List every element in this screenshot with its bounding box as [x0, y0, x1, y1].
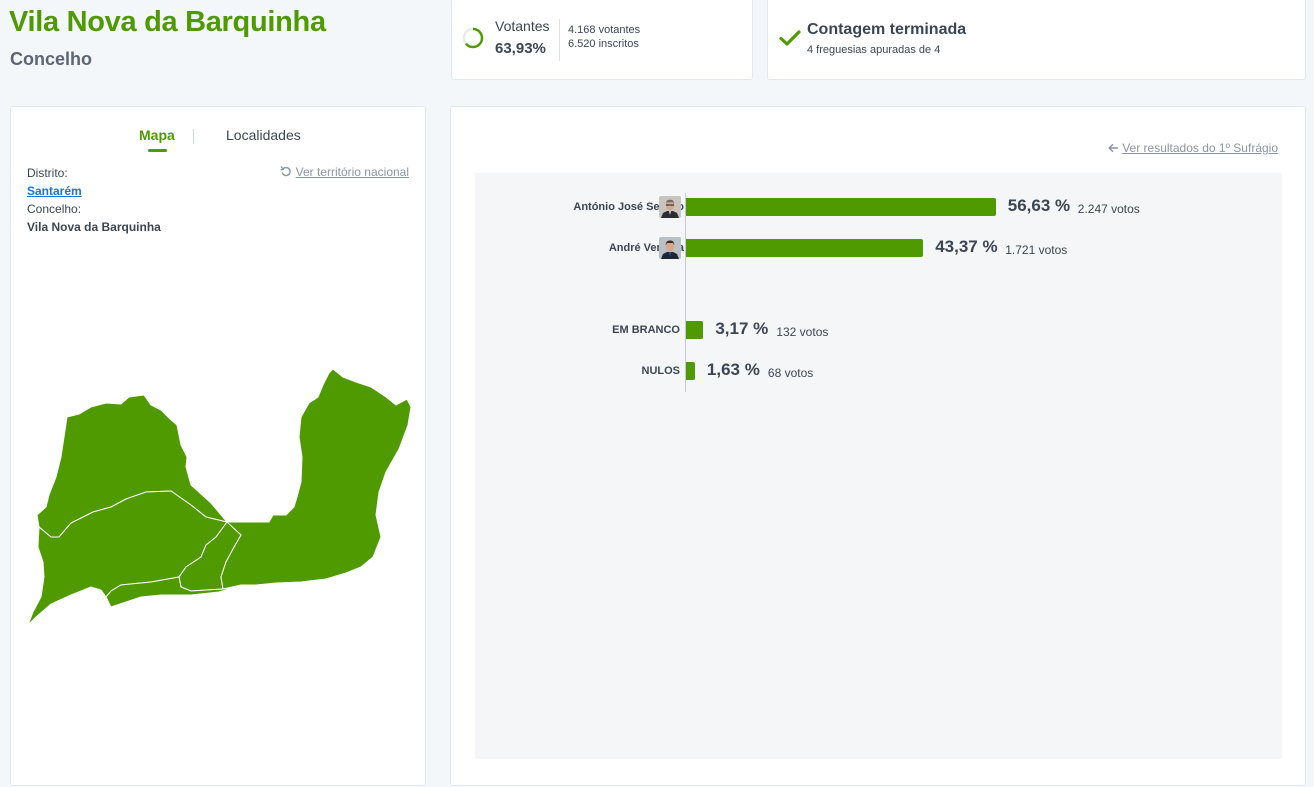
turnout-card: Votantes 63,93% 4.168 votantes 6.520 ins… [451, 0, 753, 80]
municipality-type: Concelho [10, 49, 93, 69]
results-panel: Ver resultados do 1º Sufrágio António Jo… [450, 106, 1306, 786]
result-votes-null: 68 votos [767, 366, 814, 380]
municipality-title: Vila Nova da Barquinha [9, 6, 326, 38]
national-territory-link[interactable]: Ver território nacional [280, 165, 409, 179]
result-bar-blank [686, 321, 704, 339]
first-round-results-link[interactable]: Ver resultados do 1º Sufrágio [1108, 141, 1278, 155]
municipality-map[interactable] [11, 107, 427, 787]
result-percent-seguro: 56,63 % [1007, 196, 1071, 215]
count-status-card: Contagem terminada 4 freguesias apuradas… [767, 0, 1306, 80]
check-icon [779, 30, 801, 46]
candidate-name-seguro: António José Seguro [573, 201, 684, 213]
voters-count: 4.168 votantes [568, 24, 641, 36]
results-chart-area [475, 173, 1282, 759]
result-bar-seguro [686, 198, 996, 216]
count-status-title: Contagem terminada [807, 21, 967, 38]
municipality-label: Concelho: [27, 202, 82, 216]
results-axis-line [685, 193, 686, 392]
registered-count: 6.520 inscritos [568, 38, 639, 50]
null-votes-label: NULOS [641, 365, 681, 377]
municipality-value: Vila Nova da Barquinha [27, 220, 161, 234]
first-round-results-text: Ver resultados do 1º Sufrágio [1122, 141, 1278, 155]
turnout-percent: 63,93% [495, 40, 546, 57]
tab-localidades[interactable]: Localidades [226, 127, 301, 143]
result-bar-ventura [686, 239, 924, 257]
result-votes-blank: 132 votos [776, 325, 829, 339]
count-status-detail: 4 freguesias apuradas de 4 [807, 44, 941, 56]
district-link[interactable]: Santarém [27, 184, 82, 198]
parish-area-east[interactable] [220, 368, 412, 590]
tab-mapa[interactable]: Mapa [139, 127, 175, 143]
district-label: Distrito: [27, 166, 68, 180]
turnout-label: Votantes [495, 18, 550, 34]
result-percent-blank: 3,17 % [715, 319, 769, 338]
national-territory-text: Ver território nacional [295, 165, 409, 179]
tab-separator [193, 129, 194, 144]
arrow-left-icon [1108, 143, 1118, 153]
turnout-divider [559, 19, 560, 61]
active-tab-indicator [148, 149, 167, 152]
undo-icon [280, 166, 292, 177]
result-votes-ventura: 1.721 votos [1005, 243, 1068, 257]
result-percent-ventura: 43,37 % [935, 237, 998, 256]
result-bar-null [686, 362, 695, 380]
map-panel: Mapa Localidades Distrito: Santarém Conc… [10, 106, 426, 786]
result-votes-seguro: 2.247 votos [1077, 202, 1140, 216]
candidate-photo-seguro [659, 196, 681, 218]
turnout-ring-icon [462, 27, 484, 49]
blank-votes-label: EM BRANCO [612, 324, 680, 336]
candidate-photo-ventura [659, 237, 681, 259]
result-percent-null: 1,63 % [706, 360, 760, 379]
